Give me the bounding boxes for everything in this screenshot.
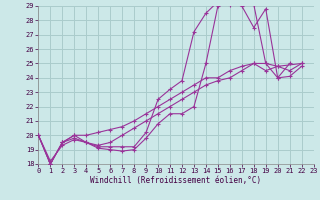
X-axis label: Windchill (Refroidissement éolien,°C): Windchill (Refroidissement éolien,°C) bbox=[91, 176, 261, 185]
